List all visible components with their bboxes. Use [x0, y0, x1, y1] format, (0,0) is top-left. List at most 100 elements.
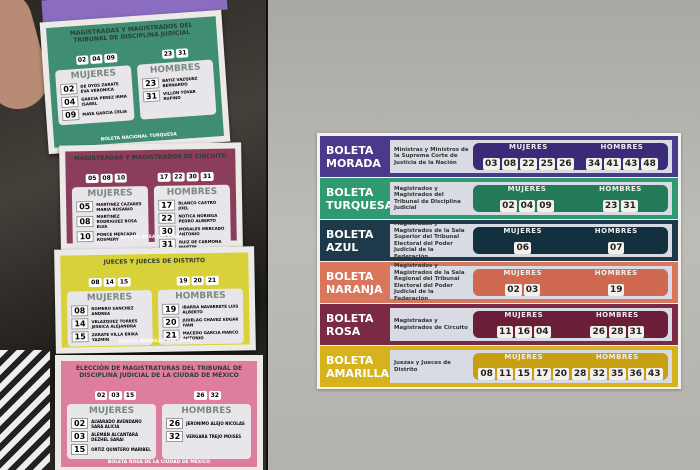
candidate: 19 IBARRA NAVARRETE LUIS ALBERTO [162, 303, 239, 315]
number-chip: 14 [103, 277, 116, 287]
number-chip: 03 [109, 391, 122, 400]
number-chip: 04 [89, 54, 103, 65]
mujeres-numbers: 08 11 15 17 20 [477, 361, 570, 380]
candidate: 32 VERGARA TREJO MOISES [166, 431, 247, 442]
hombres-numbers: 19 [595, 277, 638, 296]
mujeres-nums: 02 03 15 [95, 382, 138, 401]
hombres-group: HOMBRES 07 [595, 227, 638, 254]
mujeres-numbers: 06 [503, 235, 542, 254]
hombres-heading: HOMBRES [181, 406, 232, 416]
candidate: 05 MARTINEZ CAZARES MARIA ROSARIO [76, 200, 144, 213]
candidate: 08 ROMERO SANCHEZ ANDREA [71, 304, 148, 317]
candidate-number: 22 [158, 212, 176, 224]
ballot-info: Magistradas y Magistrados de la Sala Sup… [390, 221, 672, 260]
candidate-name: ALVARADO AVENDAÑO SARA ALICIA [91, 418, 142, 429]
candidate: 20 JUDELAG CHAVEZ EDGAR IVAN [162, 316, 239, 328]
hombres-label: HOMBRES [595, 311, 639, 319]
number-chip: 20 [191, 276, 204, 286]
candidate-name: ORTIZ QUINTERO MARIBEL [91, 447, 151, 452]
candidate-name: JUDELAG CHAVEZ EDGAR IVAN [182, 316, 239, 328]
candidate-number: 26 [166, 418, 184, 429]
number-chip: 04 [534, 326, 551, 338]
candidate-number: 31 [142, 90, 161, 103]
folded-ballots-photo: MAGISTRADAS Y MAGISTRADOS DEL TRIBUNAL D… [0, 0, 266, 470]
hombres-nums: 26 32 [194, 382, 223, 401]
hombres-numbers: 23 31 [599, 193, 642, 212]
ballot-page-title: ELECCIÓN DE MAGISTRATURAS DEL TRIBUNAL D… [75, 365, 243, 379]
ballot-page-title: JUECES Y JUECES DE DISTRITO [103, 257, 206, 266]
number-chip: 30 [186, 172, 199, 182]
hombres-nums: 23 31 [161, 39, 191, 60]
number-chip: 02 [95, 391, 108, 400]
hombres-numbers: 07 [595, 235, 638, 254]
candidate-number: 32 [166, 431, 184, 442]
ballot-row: BOLETA AZUL Magistradas y Magistrados de … [320, 220, 678, 261]
candidate-number: 02 [71, 418, 89, 429]
hombres-group: HOMBRES 28 32 35 36 43 [571, 353, 664, 380]
mujeres-group: MUJERES 02 03 [503, 269, 542, 296]
mujeres-group: MUJERES 08 11 15 17 20 [477, 353, 570, 380]
number-chip: 35 [608, 368, 626, 380]
numbers-panel: MUJERES 11 16 04 HOMBRES 26 28 31 [473, 311, 668, 338]
ballot-page: MAGISTRADAS Y MAGISTRADOS DE CIRCUITO 05 0… [59, 142, 243, 256]
mujeres-heading: MUJERES [88, 406, 135, 416]
candidate-number: 09 [61, 108, 80, 122]
candidate-number: 19 [162, 303, 180, 315]
number-chip: 02 [75, 55, 89, 66]
ballot-row: BOLETA ROSA Magistradas y Magistrados de … [320, 304, 678, 345]
candidate-name: VERGARA TREJO MOISES [186, 434, 242, 439]
hombres-heading: HOMBRES [175, 290, 226, 302]
number-chip: 08 [478, 368, 495, 380]
ballot-name: BOLETA AMARILLA [326, 353, 390, 380]
candidate-number: 08 [76, 216, 94, 228]
ballot-info: Juezas y Jueces de Distrito MUJERES 08 11 15… [390, 350, 672, 383]
mujeres-column: MUJERES 08 ROMERO SANCHEZ ANDREA 14 VELAZQUE… [66, 290, 153, 347]
mujeres-column: MUJERES 05 MARTINEZ CAZARES MARIA ROSARIO 0… [71, 186, 150, 256]
number-chip: 03 [523, 284, 541, 296]
candidate-number: 02 [59, 83, 78, 96]
hombres-column: HOMBRES 17 BLANCO CASTRO JOEL 22 NOTICA NORI… [153, 184, 232, 254]
ballot-description: Magistrados y Magistrados del Tribunal d… [394, 185, 461, 212]
hombres-nums: 17 22 30 31 [157, 163, 216, 183]
ballot-row: BOLETA AMARILLA Juezas y Jueces de Distri… [320, 346, 678, 387]
ballot-page-body: MAGISTRADAS Y MAGISTRADOS DE CIRCUITO 05 0… [65, 148, 237, 256]
ballot-page-body: MAGISTRADAS Y MAGISTRADOS DEL TRIBUNAL D… [46, 16, 224, 148]
candidate: 31 VILLON TOVAR RUFINO [142, 87, 212, 103]
number-chip: 08 [89, 277, 102, 288]
hombres-column: HOMBRES 26 JERONIMO ALEJO NICOLAS 32 VERGARA… [162, 404, 251, 459]
candidate-number: 03 [71, 431, 89, 442]
number-chip: 22 [520, 158, 537, 170]
numbers-panel: MUJERES 03 08 22 25 26 HOMBRES 34 41 43 48 [473, 143, 668, 170]
mujeres-numbers: 03 08 22 25 26 [482, 151, 575, 170]
candidate: 22 NOTICA NORIEGA PEDRO ALBERTO [158, 212, 226, 224]
number-chip: 07 [607, 242, 625, 254]
candidate: 08 MARTINEZ RODRIGUEZ ROSA ELVA [76, 213, 144, 229]
candidate-name: ALEMÁN ALCANTARA DEZHEL SARAI [91, 431, 139, 442]
candidate-columns: MUJERES 02 ALVARADO AVENDAÑO SARA ALICIA 03… [67, 404, 251, 459]
mujeres-column: MUJERES 02 DE OYOS ZARATE EVA VERONICA 04 GA… [55, 65, 135, 126]
candidate-name: VELAZQUEZ TORRES JESSICA ALEJANDRA [91, 317, 138, 329]
number-chip: 11 [496, 368, 514, 380]
number-chip: 02 [500, 200, 517, 212]
ballot-description: Ministras y Ministros de la Suprema Cort… [394, 146, 469, 166]
number-chip: 15 [117, 277, 131, 287]
number-chip: 09 [104, 53, 118, 64]
number-chip: 31 [200, 171, 214, 182]
mujeres-numbers: 11 16 04 [496, 319, 552, 338]
ballot-row: BOLETA TURQUESA Magistrados y Magistrados… [320, 178, 678, 219]
number-chip: 09 [537, 200, 554, 212]
candidate-name: MAYA GARCIA CELIA [82, 108, 128, 117]
ballot-page-footer: BOLETA ROSA DE LA CIUDAD DE MÉXICO [107, 460, 211, 465]
number-chip: 08 [100, 173, 113, 183]
mujeres-label: MUJERES [509, 143, 548, 151]
numbers-panel: MUJERES 02 03 HOMBRES 19 [473, 269, 668, 296]
number-chip: 19 [607, 284, 625, 296]
ballot-name: BOLETA ROSA [326, 311, 374, 338]
candidate: 09 MAYA GARCIA CELIA [61, 105, 131, 122]
mujeres-group: MUJERES 11 16 04 [496, 311, 552, 338]
number-chip: 19 [177, 276, 190, 286]
hombres-nums: 19 20 21 [177, 267, 220, 287]
hombres-numbers: 26 28 31 [589, 319, 645, 338]
ballot-page: JUECES Y JUECES DE DISTRITO 08 14 15 19 20 21 M… [54, 246, 256, 354]
number-chip: 36 [627, 368, 645, 380]
